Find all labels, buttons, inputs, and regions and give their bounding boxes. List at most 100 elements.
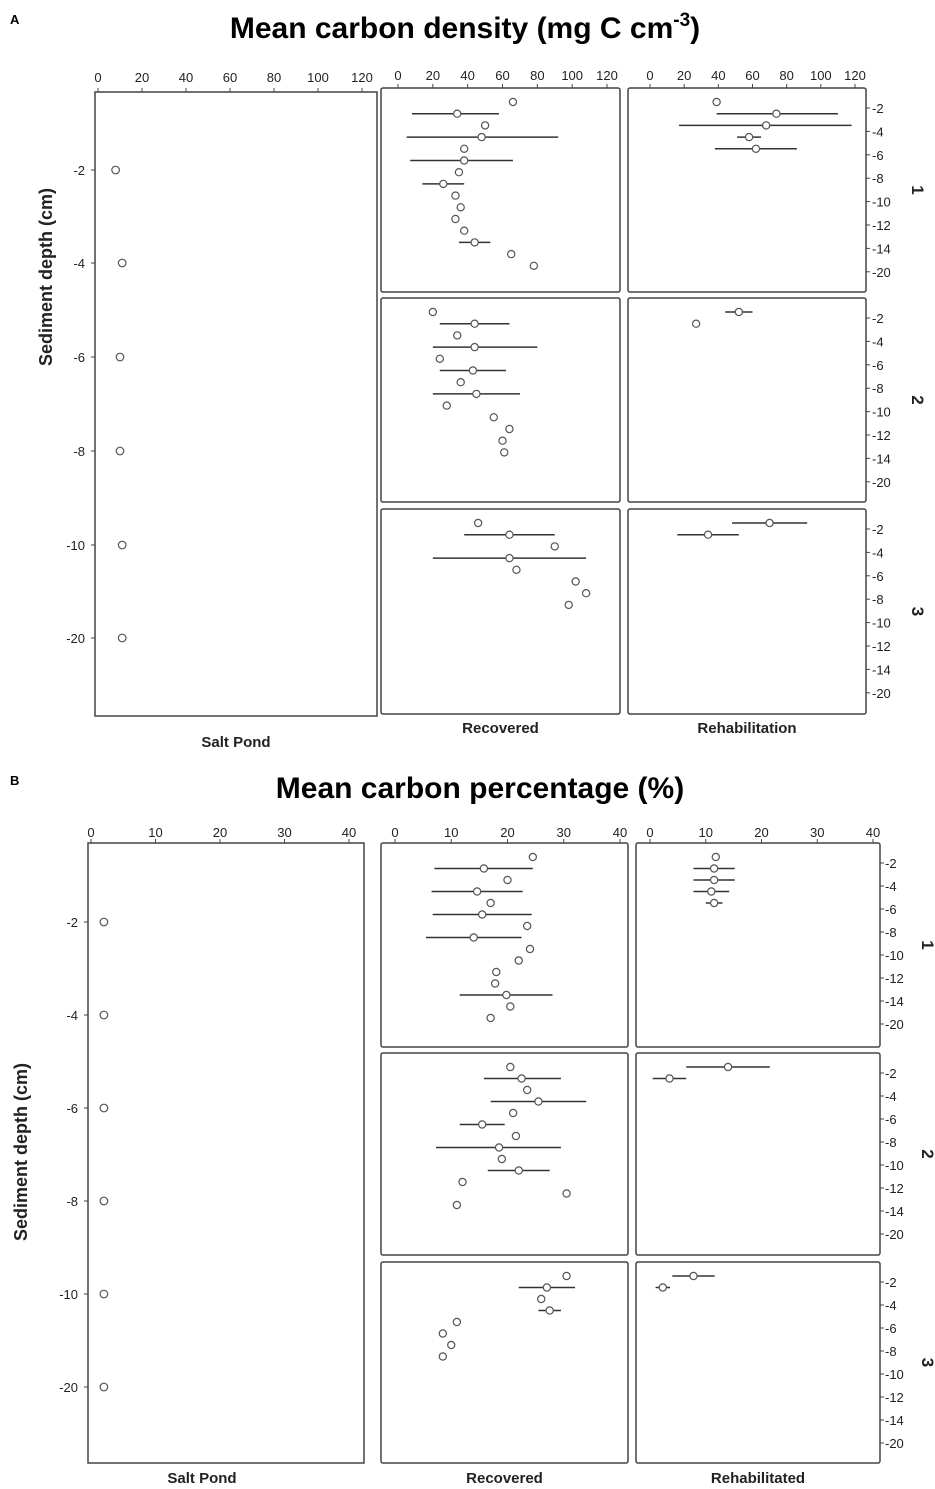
depth-tick-label: -12	[872, 639, 891, 654]
depth-tick-label: -20	[885, 1436, 904, 1451]
x-tick-label: 20	[677, 68, 691, 83]
salt-pond-point	[99, 917, 109, 927]
panel-b: B Mean carbon percentage (%)0 10 20 30 40-2-4…	[10, 772, 935, 1487]
depth-tick-label: -10	[885, 1158, 904, 1173]
data-point	[709, 875, 719, 885]
facet-axis-1: -2 -4 -6 -8 -10 -12 -14 -20 1	[866, 101, 927, 280]
data-point	[486, 1013, 495, 1023]
facet-label: 1	[908, 185, 927, 194]
y-tick-label: -8	[66, 1194, 78, 1209]
column-label-recovered: Recovered	[466, 1470, 543, 1487]
data-point	[571, 577, 580, 586]
y-tick-label: -10	[59, 1287, 78, 1302]
x-tick-label: 0	[94, 70, 101, 85]
x-tick-label: 120	[596, 68, 618, 83]
data-point	[469, 933, 478, 942]
facet-1-recovered	[380, 87, 621, 293]
data-point	[459, 226, 469, 235]
x-tick-label: 10	[148, 825, 162, 840]
data-point	[709, 864, 719, 873]
salt-pond-point	[111, 165, 120, 175]
data-point	[505, 424, 514, 434]
facet-frame	[380, 1261, 629, 1464]
y-tick-label: -20	[59, 1380, 78, 1395]
salt-pond-panel: 0 20 40 60 80 100 120 -2 -4 -6 -8 -10 -20 Salt Pond Se…	[36, 70, 378, 751]
data-point	[451, 214, 460, 224]
facet-frame	[627, 508, 867, 715]
data-point	[480, 121, 490, 130]
facet-frame	[627, 297, 867, 503]
data-point	[442, 401, 451, 410]
data-point	[665, 1074, 674, 1083]
depth-tick-label: -12	[872, 428, 891, 443]
data-point	[473, 518, 483, 528]
column-recovered: 0 10 20 30 40 Recovered	[380, 825, 629, 1487]
depth-tick-label: -20	[885, 1227, 904, 1242]
data-point	[459, 156, 469, 165]
data-point	[562, 1271, 571, 1281]
y-tick-label: -8	[73, 444, 85, 459]
depth-tick-label: -10	[885, 1367, 904, 1382]
salt-pond-point	[115, 446, 125, 456]
salt-pond-point	[99, 1289, 109, 1299]
data-point	[505, 553, 514, 563]
chart-title: Mean carbon percentage (%)	[276, 772, 684, 805]
depth-tick-label: -4	[872, 334, 884, 349]
data-point	[453, 109, 462, 118]
data-point	[689, 1271, 698, 1281]
data-point	[709, 898, 719, 908]
depth-tick-label: -2	[872, 522, 884, 537]
y-tick-label: -20	[66, 631, 85, 646]
x-tick-label: 60	[745, 68, 759, 83]
data-point	[765, 518, 774, 528]
data-point	[502, 990, 511, 1000]
x-tick-label: 60	[223, 70, 237, 85]
facet-label: 3	[918, 1358, 935, 1367]
data-point	[508, 97, 518, 107]
column-rehab: 0 10 20 30 40 Rehabilitated	[635, 825, 881, 1487]
depth-tick-label: -4	[885, 879, 897, 894]
data-point	[490, 979, 500, 988]
data-point	[562, 1189, 571, 1198]
depth-tick-label: -20	[885, 1017, 904, 1032]
facet-label: 1	[918, 940, 935, 949]
depth-tick-label: -2	[885, 1275, 897, 1290]
x-tick-label: 0	[646, 68, 653, 83]
x-tick-label: 40	[613, 825, 627, 840]
data-point	[734, 307, 744, 317]
facet-frame	[635, 1261, 881, 1464]
panel-letter: A	[10, 12, 20, 27]
facet-frame	[380, 87, 621, 293]
data-point	[506, 1062, 515, 1072]
data-point	[470, 238, 479, 247]
data-point	[456, 203, 465, 212]
x-tick-label: 30	[557, 825, 571, 840]
data-point	[711, 852, 720, 862]
column-label-rehab: Rehabilitated	[711, 1470, 805, 1487]
x-tick-label: 80	[779, 68, 793, 83]
panel-a: A Mean carbon density (mg C cm-3)0 20 40 60 8…	[10, 10, 927, 751]
salt-pond-point	[117, 258, 127, 268]
data-point	[486, 898, 495, 908]
data-point	[528, 852, 538, 862]
data-point	[505, 530, 514, 539]
facet-1-recovered	[380, 842, 629, 1048]
data-point	[525, 944, 535, 954]
salt-pond-label: Salt Pond	[167, 1470, 236, 1487]
depth-tick-label: -12	[885, 1390, 904, 1405]
facet-axis-3: -2 -4 -6 -8 -10 -12 -14 -20 3	[880, 1275, 935, 1451]
column-label-recovered: Recovered	[462, 720, 539, 737]
facet-3-rehab	[627, 508, 867, 715]
data-point	[712, 97, 721, 107]
depth-tick-label: -2	[885, 856, 897, 871]
salt-pond-point	[99, 1196, 109, 1206]
facet-2-recovered	[380, 297, 621, 503]
data-point	[492, 967, 501, 977]
facet-2-rehab	[635, 1052, 881, 1256]
data-point	[658, 1283, 668, 1292]
data-point	[452, 1317, 462, 1327]
salt-pond-point	[99, 1010, 109, 1020]
data-point	[472, 389, 481, 399]
data-point	[517, 1074, 526, 1083]
depth-tick-label: -14	[872, 451, 891, 466]
